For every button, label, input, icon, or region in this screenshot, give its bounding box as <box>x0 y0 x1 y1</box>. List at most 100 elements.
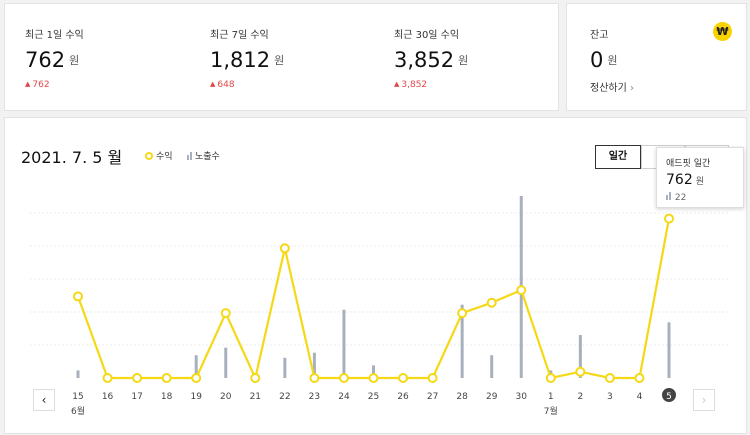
stat-unit: 원 <box>274 54 285 67</box>
impression-bar <box>76 370 80 378</box>
x-tick-label: 25 <box>368 392 379 402</box>
stat-delta: ▲ 762 <box>25 80 50 90</box>
stat-value: 3,852 원 <box>394 48 468 72</box>
circle-icon <box>145 152 153 160</box>
x-tick-label: 22 <box>279 392 290 402</box>
revenue-point <box>545 373 556 383</box>
up-triangle-icon: ▲ <box>210 80 216 88</box>
impression-bar <box>342 309 346 378</box>
stat-number: 762 <box>25 48 66 72</box>
legend-impressions: 노출수 <box>187 149 220 162</box>
impression-bar <box>312 352 316 378</box>
legend-revenue-label: 수익 <box>156 152 173 162</box>
stat-label: 최근 30일 수익 <box>394 30 460 41</box>
x-tick-label: 3 <box>607 392 613 402</box>
x-tick-label: 16 <box>102 392 114 402</box>
revenue-point <box>73 291 83 302</box>
revenue-point <box>220 308 231 319</box>
x-tick-label: 23 <box>309 392 320 402</box>
stat-unit: 원 <box>458 54 469 67</box>
x-tick-label: 30 <box>516 392 528 402</box>
chevron-right-icon: › <box>701 393 707 407</box>
settle-link[interactable]: 정산하기 › <box>590 79 634 94</box>
x-tick-label: 17 <box>131 392 142 402</box>
revenue-point <box>398 373 409 383</box>
selected-day-marker <box>662 388 676 402</box>
x-tick-label: 15 <box>72 392 83 402</box>
chart-date: 2021. 7. 5 월 <box>21 148 123 167</box>
revenue-point <box>338 373 349 383</box>
x-tick-label: 21 <box>250 392 261 402</box>
balance-label: 잔고 <box>590 30 609 41</box>
chevron-left-icon: ‹ <box>41 393 47 407</box>
stat-delta: ▲ 3,852 <box>394 80 427 90</box>
x-tick-label: 4 <box>637 392 643 402</box>
stat-delta-value: 648 <box>217 80 235 90</box>
balance-number: 0 <box>590 48 604 72</box>
tooltip-impressions-value: 22 <box>674 193 687 203</box>
settle-link-label: 정산하기 <box>590 83 627 94</box>
tooltip-impressions: 22 <box>666 192 686 203</box>
x-tick-label: 2 <box>577 392 583 402</box>
revenue-point <box>575 366 586 377</box>
impression-bar <box>372 365 375 378</box>
legend-revenue: 수익 <box>145 149 173 162</box>
revenue-point <box>664 213 674 224</box>
tab-daily[interactable]: 일간 <box>595 145 641 169</box>
impression-bar <box>490 355 494 378</box>
month-label: 7월 <box>544 405 558 417</box>
stat-delta-value: 762 <box>32 80 50 90</box>
impression-bar <box>667 322 671 378</box>
impression-bar <box>283 357 287 378</box>
revenue-stats-card: 최근 1일 수익 762 원 ▲ 762 최근 7일 수익 1,812 원 ▲ 648 … <box>4 3 559 111</box>
x-tick-label: 28 <box>456 392 468 402</box>
x-tick-label: 1 <box>548 392 554 402</box>
legend-impressions-label: 노출수 <box>195 152 220 162</box>
stat-delta-value: 3,852 <box>401 80 428 90</box>
up-triangle-icon: ▲ <box>394 80 400 88</box>
tooltip-unit: 원 <box>695 177 705 187</box>
stat-number: 1,812 <box>210 48 271 72</box>
bar-icon <box>187 152 192 160</box>
daily-chart-card: 15 16 17 18 19 20 21 22 23 24 25 26 27 28 29 30 1 2 3 4 5 6월 7… <box>4 117 747 434</box>
stat-value: 762 원 <box>25 48 79 72</box>
revenue-point <box>191 373 202 383</box>
revenue-point <box>132 373 143 383</box>
impression-bar <box>224 347 228 378</box>
tooltip-number: 762 <box>666 172 693 188</box>
tooltip-title: 애드핏 일간 <box>666 159 711 169</box>
balance-unit: 원 <box>607 54 618 67</box>
revenue-point <box>161 373 172 383</box>
x-tick-label: 5 <box>666 392 672 402</box>
revenue-point <box>279 243 290 254</box>
impression-bar <box>578 335 582 378</box>
x-tick-label: 29 <box>486 392 498 402</box>
revenue-point <box>457 308 468 319</box>
revenue-point <box>250 373 261 383</box>
revenue-point <box>368 373 379 383</box>
stat-label: 최근 7일 수익 <box>210 30 269 41</box>
x-tick-label: 20 <box>220 392 232 402</box>
stat-unit: 원 <box>69 54 80 67</box>
revenue-point <box>309 373 320 383</box>
next-button[interactable]: › <box>693 389 715 411</box>
impression-bar <box>194 355 198 378</box>
impression-bar <box>460 304 464 378</box>
x-tick-label: 18 <box>161 392 173 402</box>
stat-value: 1,812 원 <box>210 48 284 72</box>
chart-tooltip: 애드핏 일간 762 원 22 <box>656 147 744 208</box>
x-tick-label: 26 <box>397 392 409 402</box>
stat-delta: ▲ 648 <box>210 80 235 90</box>
up-triangle-icon: ▲ <box>25 80 31 88</box>
revenue-chart: 15 16 17 18 19 20 21 22 23 24 25 26 27 28 29 30 1 2 3 4 56월 7… <box>30 196 730 417</box>
revenue-point <box>516 285 527 296</box>
revenue-point <box>634 373 645 383</box>
x-tick-label: 24 <box>338 392 350 402</box>
won-icon: ₩ <box>713 22 732 41</box>
chevron-right-icon: › <box>630 83 634 94</box>
prev-button[interactable]: ‹ <box>33 389 55 411</box>
tooltip-value: 762 원 <box>666 172 704 188</box>
revenue-point <box>604 373 615 383</box>
